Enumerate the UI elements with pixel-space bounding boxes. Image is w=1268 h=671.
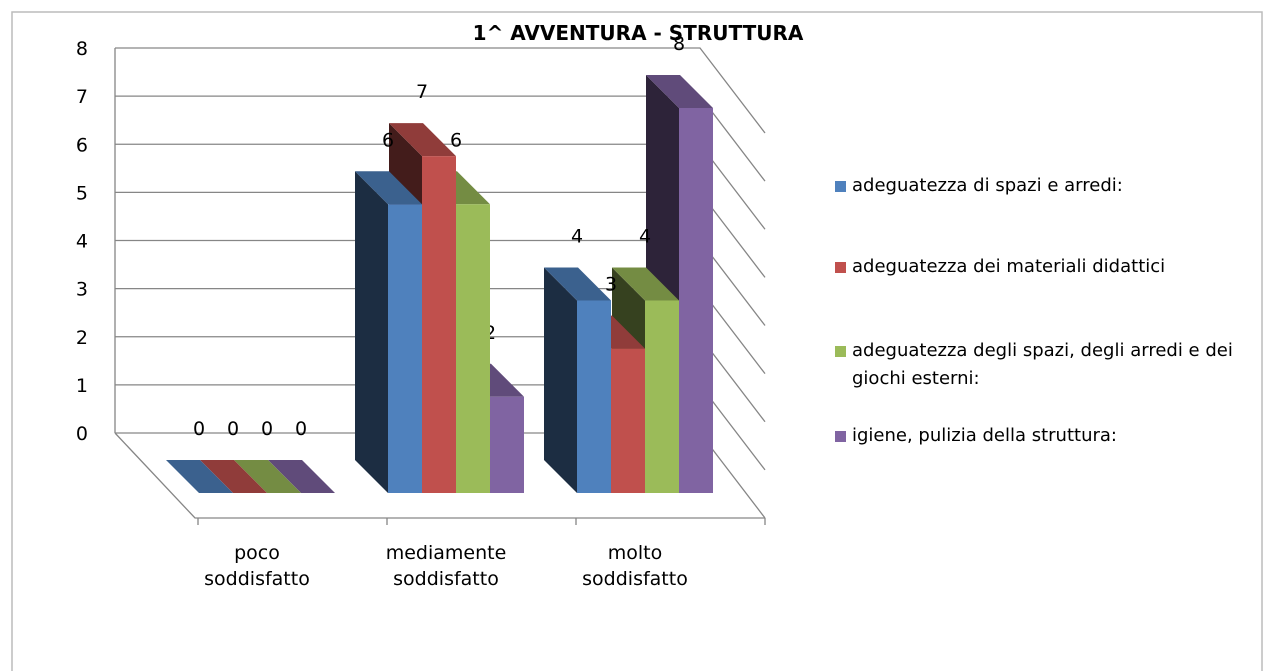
bar: [544, 267, 611, 493]
legend-label: igiene, pulizia della struttura:: [852, 425, 1117, 446]
bar-top: [355, 171, 422, 205]
floor-edge: [114, 432, 765, 519]
frame: [11, 11, 1263, 671]
legend-swatch: [835, 262, 846, 273]
bar-front: [490, 396, 524, 493]
value-label: 4: [639, 226, 651, 248]
bar-top: [200, 460, 267, 493]
y-tick-label: 1: [76, 375, 88, 397]
x-tick-label: poco soddisfatto: [204, 542, 310, 590]
bar-front: [422, 156, 456, 493]
legend-label: adeguatezza degli spazi, degli arredi e …: [852, 340, 1233, 389]
value-label: 6: [382, 129, 394, 151]
y-tick-label: 6: [76, 134, 88, 156]
bar-front: [577, 300, 611, 493]
legend-swatch: [835, 346, 846, 357]
bar-front: [611, 348, 645, 493]
chart-title: 1^ AVVENTURA - STRUTTURA: [473, 21, 804, 45]
value-label: 4: [571, 226, 583, 248]
bar: [355, 171, 422, 493]
bar-top: [389, 123, 456, 157]
bar-side: [544, 267, 577, 493]
y-tick-label: 8: [76, 38, 88, 60]
bar-top: [234, 460, 301, 493]
bar-front: [456, 204, 490, 493]
bar: [200, 460, 267, 493]
bar-top: [268, 460, 335, 493]
value-label: 0: [227, 418, 239, 440]
bar-top: [612, 267, 679, 301]
value-label: 0: [261, 418, 273, 440]
y-tick-label: 0: [76, 423, 88, 445]
legend-label: adeguatezza di spazi e arredi:: [852, 175, 1123, 196]
bar-side: [355, 171, 388, 493]
y-tick-label: 2: [76, 327, 88, 349]
bar-front: [645, 300, 679, 493]
value-label: 8: [673, 33, 685, 55]
value-label: 0: [193, 418, 205, 440]
legend-swatch: [835, 431, 846, 442]
legend-label: adeguatezza dei materiali didattici: [852, 256, 1166, 277]
x-tick-label: mediamente soddisfatto: [385, 542, 507, 590]
bar: [268, 460, 335, 493]
bar: [234, 460, 301, 493]
value-label: 7: [416, 81, 428, 103]
bar-front: [679, 108, 713, 493]
x-tick-label: molto soddisfatto: [582, 542, 688, 590]
value-label: 0: [295, 418, 307, 440]
bar-front: [388, 204, 422, 493]
y-tick-label: 7: [76, 86, 88, 108]
y-tick-label: 3: [76, 279, 88, 301]
bar-top: [646, 75, 713, 108]
grid-line: [115, 47, 766, 134]
y-tick-label: 5: [76, 182, 88, 204]
bar: [166, 460, 233, 493]
value-label: 3: [605, 274, 617, 296]
value-label: 6: [450, 129, 462, 151]
y-tick-label: 4: [76, 231, 88, 253]
bar-top: [544, 267, 611, 301]
legend-swatch: [835, 181, 846, 192]
bar-top: [166, 460, 233, 493]
